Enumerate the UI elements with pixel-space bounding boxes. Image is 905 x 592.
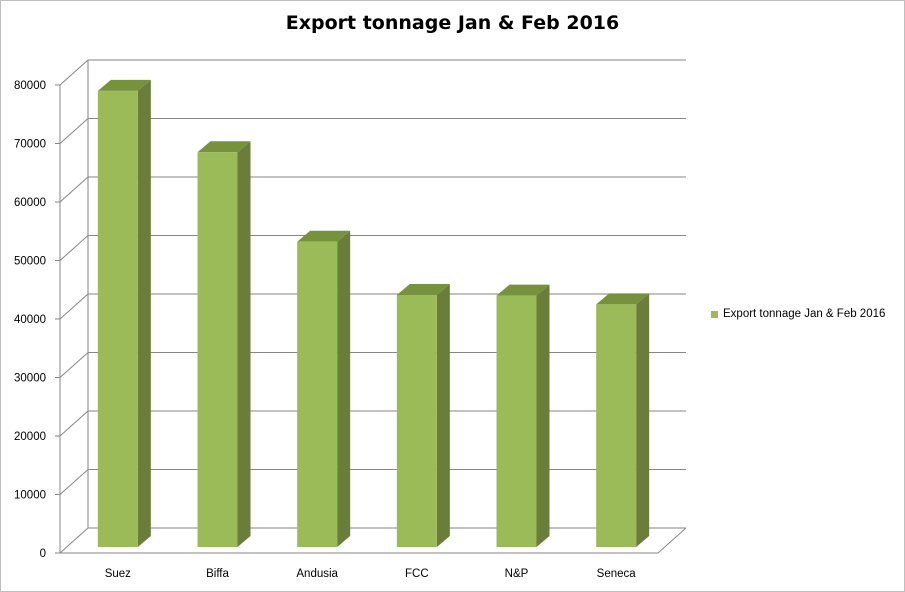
chart-title: Export tonnage Jan & Feb 2016 — [285, 12, 620, 34]
x-tick-label: FCC — [405, 568, 429, 580]
y-tick-label: 0 — [40, 548, 46, 560]
y-tick-label: 40000 — [14, 314, 46, 326]
legend: Export tonnage Jan & Feb 2016 — [711, 308, 885, 320]
bar — [396, 284, 450, 547]
bar-side — [536, 284, 550, 547]
x-tick-label: Biffa — [206, 568, 229, 580]
bar-front — [197, 152, 238, 547]
gridline-depth — [59, 235, 89, 261]
gridline-depth — [59, 176, 89, 203]
bar — [97, 79, 151, 547]
bar-front — [596, 304, 637, 547]
bar-front — [97, 90, 138, 547]
y-tick-label: 80000 — [14, 80, 46, 92]
y-tick-label: 60000 — [14, 197, 46, 209]
gridline-depth — [59, 469, 89, 495]
bars — [97, 79, 650, 547]
bar-top — [596, 293, 650, 305]
bar-side — [636, 293, 650, 547]
bar-top — [197, 141, 251, 153]
y-axis-tick-labels: 0 10000 20000 30000 40000 50000 60000 70000 8000… — [14, 80, 46, 560]
bar — [297, 230, 351, 547]
y-tick-label: 30000 — [14, 373, 46, 385]
gridlines — [55, 59, 686, 554]
legend-label: Export tonnage Jan & Feb 2016 — [723, 308, 886, 320]
bar-side — [237, 141, 251, 547]
bar-top — [496, 284, 550, 296]
x-tick-label: Suez — [105, 568, 131, 580]
gridline-depth — [59, 410, 89, 437]
legend-swatch — [711, 310, 718, 318]
gridline-depth — [59, 118, 89, 144]
y-tick-label: 50000 — [14, 256, 46, 268]
bar-side — [137, 79, 151, 547]
bar-front — [297, 241, 338, 547]
bar — [596, 293, 650, 547]
x-axis-tick-labels: Suez Biffa Andusia FCC N&P Seneca — [105, 568, 637, 580]
bar — [496, 284, 550, 547]
plot-walls — [59, 60, 687, 554]
bar-top — [396, 284, 450, 296]
gridline-depth — [59, 527, 89, 554]
bar-front — [396, 295, 437, 547]
x-tick-label: N&P — [505, 568, 529, 580]
gridline-depth — [59, 293, 89, 320]
y-tick-label: 70000 — [14, 139, 46, 151]
bar-top — [97, 79, 151, 91]
bar-side — [337, 230, 351, 547]
y-tick-label: 10000 — [14, 490, 46, 502]
y-tick-label: 20000 — [14, 431, 46, 443]
floor-edge — [60, 527, 687, 554]
bar — [197, 141, 251, 547]
x-tick-label: Seneca — [597, 568, 637, 580]
bar-front — [496, 295, 537, 547]
gridline-depth — [59, 352, 89, 378]
bar-side — [436, 284, 450, 547]
x-tick-label: Andusia — [296, 568, 338, 580]
gridline-depth — [59, 59, 89, 86]
bar-top — [297, 230, 351, 242]
